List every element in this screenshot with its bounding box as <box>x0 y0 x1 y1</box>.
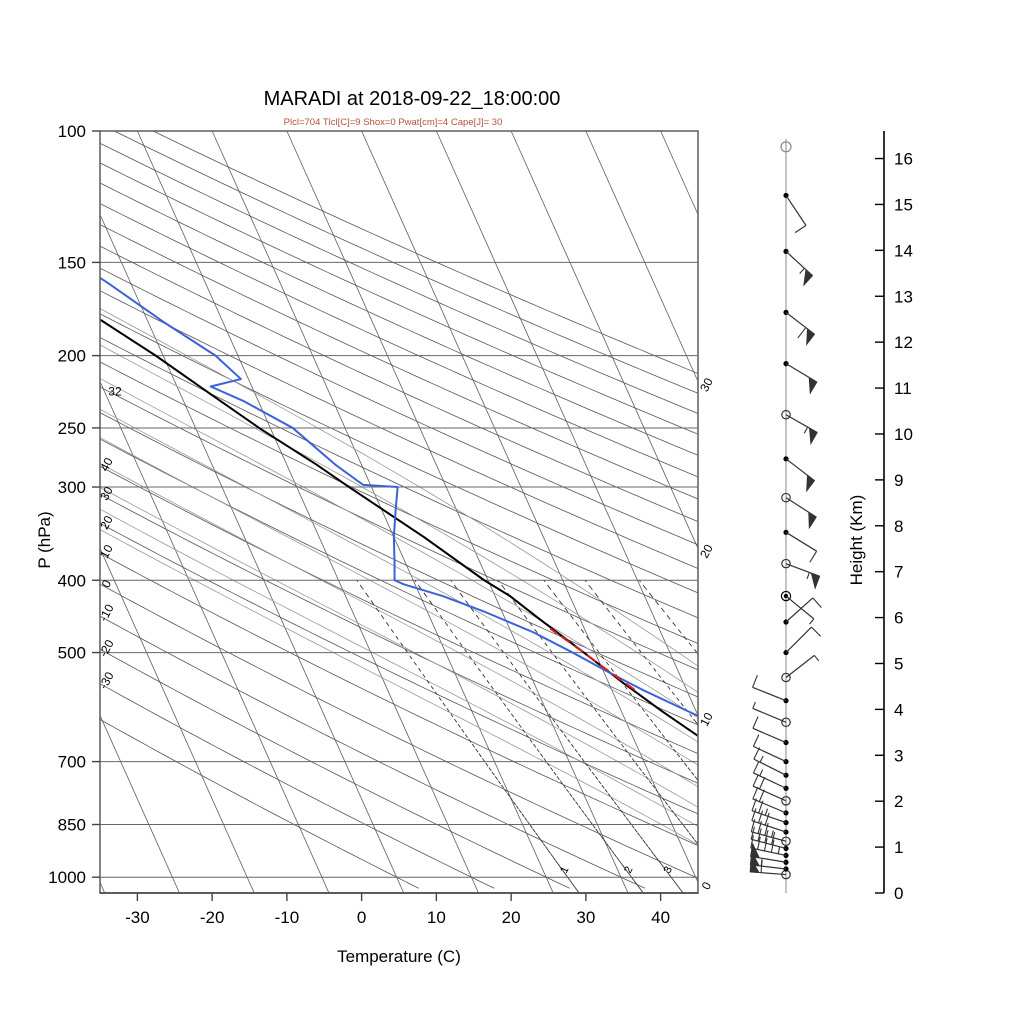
x-tick-label: 40 <box>651 908 670 927</box>
wind-barb <box>783 529 818 563</box>
x-tick-label: 0 <box>357 908 366 927</box>
wind-barb <box>781 492 817 530</box>
wind-barb <box>781 654 820 683</box>
wind-barb <box>752 716 789 746</box>
temperature-axis: -30 -20 -10 0 10 20 30 40 <box>100 892 698 927</box>
x-tick-label: 20 <box>502 908 521 927</box>
height-tick-label: 7 <box>894 563 903 582</box>
wind-barb <box>752 786 789 816</box>
height-tick-label: 5 <box>894 654 903 673</box>
p-tick-label: 150 <box>58 253 86 272</box>
wind-barb <box>783 192 807 234</box>
height-tick-label: 10 <box>894 425 913 444</box>
mixing-ratio-label: 1 <box>558 865 571 876</box>
sounding-indices-subtitle: Plcl=704 Tlcl[C]=9 Shox=0 Pwat[cm]=4 Cap… <box>284 117 503 128</box>
height-tick-label: 0 <box>894 884 903 903</box>
wind-barb <box>781 558 821 590</box>
x-tick-label: 10 <box>427 908 446 927</box>
height-tick-label: 15 <box>894 195 913 214</box>
height-tick-label: 14 <box>894 241 913 260</box>
wind-barb <box>750 842 789 865</box>
wind-barb-column <box>749 139 822 893</box>
height-tick-label: 6 <box>894 609 903 628</box>
sounding-profiles <box>100 276 698 738</box>
height-tick-label: 2 <box>894 792 903 811</box>
wind-barb <box>780 141 792 153</box>
p-tick-label: 700 <box>58 753 86 772</box>
x-tick-label: 30 <box>576 908 595 927</box>
wind-barb <box>783 361 818 395</box>
wind-barb <box>752 734 789 765</box>
dry-adiabat-edge-label: 30 <box>97 484 116 503</box>
wind-barb <box>751 808 789 835</box>
wind-barb <box>752 760 789 791</box>
height-tick-label: 9 <box>894 471 903 490</box>
x-tick-label: -10 <box>275 908 300 927</box>
isotherm-label: 20 <box>697 542 716 561</box>
wind-barb <box>783 597 822 625</box>
skewt-grid <box>99 130 699 894</box>
height-tick-label: 8 <box>894 517 903 536</box>
wind-barb <box>752 701 791 728</box>
p-tick-label: 850 <box>58 816 86 835</box>
wind-barb <box>752 675 789 704</box>
profile-parcel <box>549 628 635 691</box>
p-tick-label: 400 <box>58 571 86 590</box>
dry-adiabat-edge-label: 20 <box>97 513 116 532</box>
dry-adiabat-edge-label: 40 <box>97 455 116 474</box>
height-axis-label: Height (Km) <box>847 495 866 586</box>
p-tick-label: 500 <box>58 644 86 663</box>
isotherm-label: 10 <box>697 710 716 729</box>
isotherm-label: 30 <box>697 375 716 394</box>
p-tick-label: 100 <box>58 122 86 141</box>
wind-barb <box>783 456 816 493</box>
height-tick-label: 11 <box>894 379 912 398</box>
x-tick-label: -20 <box>200 908 225 927</box>
height-tick-label: 1 <box>894 838 903 857</box>
p-tick-label: 300 <box>58 478 86 497</box>
yaxis-label: P (hPa) <box>35 511 54 568</box>
wind-barb <box>783 248 814 287</box>
p-tick-label: 1000 <box>48 868 86 887</box>
dry-adiabat-edge-label: 10 <box>97 542 116 561</box>
height-tick-label: 13 <box>894 287 913 306</box>
page-title: MARADI at 2018-09-22_18:00:00 <box>264 88 561 110</box>
wind-barb <box>780 590 815 625</box>
xaxis-label: Temperature (C) <box>337 947 461 966</box>
p-tick-label: 200 <box>58 347 86 366</box>
profile-dewpoint <box>100 276 698 717</box>
p-tick-label: 250 <box>58 419 86 438</box>
x-tick-label: -30 <box>125 908 150 927</box>
height-tick-label: 16 <box>894 150 913 169</box>
wind-barb <box>783 626 822 656</box>
wind-barb <box>781 409 818 446</box>
height-tick-label: 4 <box>894 700 903 719</box>
wind-barb <box>752 774 791 806</box>
moist-adiabat-label: 32 <box>108 384 122 398</box>
height-tick-label: 3 <box>894 746 903 765</box>
mixing-ratio-label: 3 <box>662 865 675 876</box>
profile-temperature <box>100 318 698 738</box>
pressure-axis: 100 150 200 250 300 400 500 700 850 1000 <box>48 122 100 887</box>
mixing-ratio-label: 2 <box>622 865 635 876</box>
height-tick-label: 12 <box>894 333 913 352</box>
wind-barb <box>783 309 816 346</box>
wind-barb <box>750 835 789 859</box>
